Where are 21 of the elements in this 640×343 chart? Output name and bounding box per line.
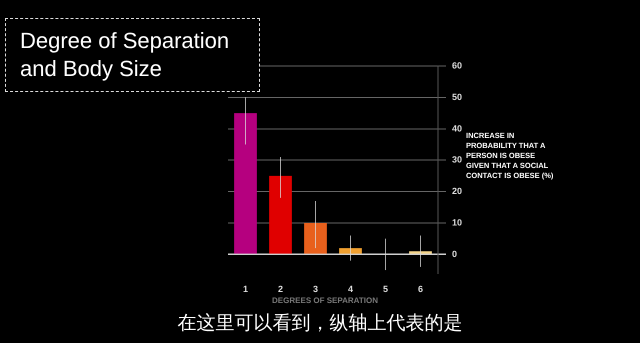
bar xyxy=(339,248,362,254)
y-tick-label: 10 xyxy=(452,217,462,228)
x-tick-label: 2 xyxy=(278,284,284,294)
y-tick-label: 50 xyxy=(452,92,462,102)
chart-title: Degree of Separation and Body Size xyxy=(5,18,260,92)
x-axis-title: DEGREES OF SEPARATION xyxy=(271,296,379,305)
bar xyxy=(234,113,257,254)
x-tick-label: 1 xyxy=(242,284,248,294)
bar xyxy=(304,222,327,254)
x-tick-label: 3 xyxy=(312,284,318,294)
x-tick-label: 6 xyxy=(418,284,423,294)
y-tick-label: 40 xyxy=(452,123,462,134)
bar xyxy=(409,251,432,254)
x-tick-label: 5 xyxy=(382,284,388,294)
text: 在这里可以看到，纵轴上代表的是 xyxy=(176,311,464,336)
y-tick-label: 20 xyxy=(452,186,462,196)
y-tick-label: 30 xyxy=(452,154,462,165)
x-tick-label: 4 xyxy=(348,284,353,294)
bar xyxy=(269,176,292,254)
y-tick-label: 0 xyxy=(452,248,458,259)
y-tick-label: 60 xyxy=(452,60,462,70)
